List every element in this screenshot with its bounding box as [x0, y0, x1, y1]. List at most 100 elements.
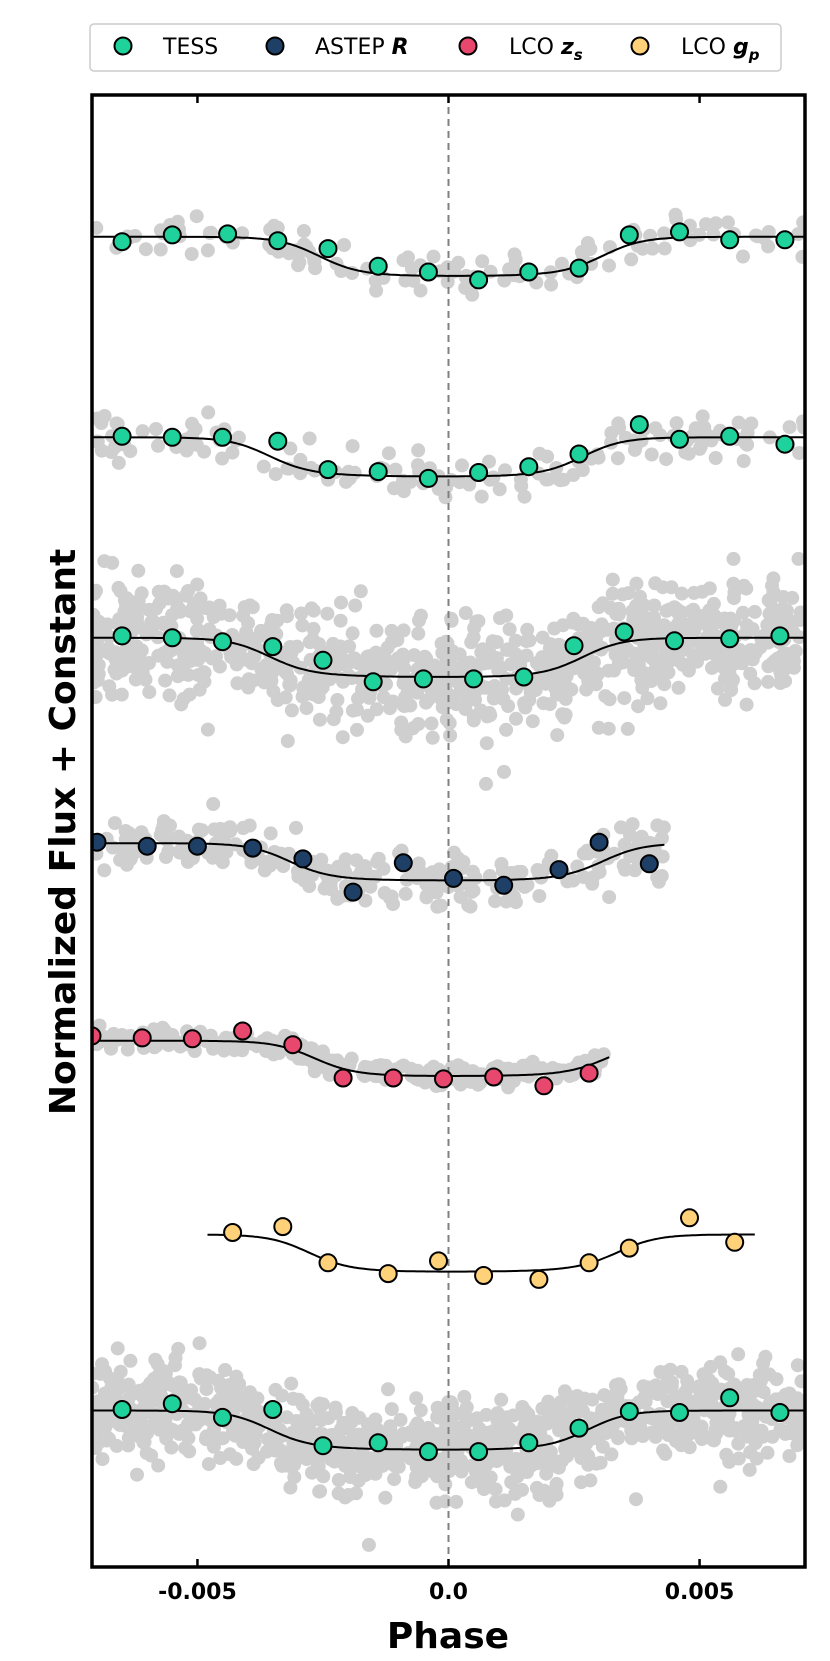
- raw-point: [724, 676, 739, 690]
- raw-point: [101, 641, 116, 656]
- binned-point: [629, 415, 649, 435]
- raw-point: [283, 441, 298, 456]
- raw-point: [241, 1401, 256, 1416]
- raw-point: [506, 1408, 521, 1423]
- raw-point: [387, 1472, 402, 1487]
- raw-point: [560, 1449, 574, 1464]
- raw-point: [268, 467, 283, 482]
- raw-point: [475, 254, 490, 269]
- raw-point: [345, 703, 360, 718]
- legend-label-astep-name: ASTEP: [315, 35, 385, 60]
- binned-point: [182, 1029, 202, 1049]
- raw-point: [330, 693, 345, 707]
- raw-point: [291, 1051, 306, 1066]
- raw-point: [109, 1438, 124, 1453]
- raw-point: [792, 446, 805, 460]
- raw-point: [742, 1462, 757, 1477]
- raw-point: [469, 1465, 484, 1480]
- binned-point: [313, 650, 333, 670]
- raw-point: [302, 431, 317, 446]
- raw-point: [134, 825, 149, 840]
- raw-point: [110, 1341, 125, 1356]
- raw-point: [165, 1378, 180, 1393]
- raw-point: [508, 633, 523, 648]
- raw-point: [92, 607, 101, 622]
- raw-point: [331, 1473, 346, 1487]
- raw-point: [650, 1387, 665, 1402]
- raw-point: [747, 604, 762, 619]
- raw-point: [773, 676, 788, 690]
- raw-point: [449, 1494, 464, 1509]
- binned-point: [273, 1217, 293, 1237]
- raw-point: [702, 429, 717, 444]
- binned-point: [639, 854, 659, 874]
- binned-point: [564, 636, 584, 656]
- raw-point: [216, 1431, 230, 1446]
- raw-point: [256, 459, 271, 474]
- binned-point: [263, 637, 283, 657]
- raw-point: [513, 472, 528, 487]
- raw-point: [662, 1423, 677, 1438]
- raw-point: [262, 660, 277, 675]
- raw-point: [458, 606, 473, 620]
- raw-point: [695, 409, 710, 424]
- raw-point: [517, 489, 532, 504]
- binned-point: [469, 270, 489, 290]
- binned-point: [413, 669, 433, 689]
- legend-label-lco-z: LCO zs: [509, 35, 583, 64]
- raw-point: [228, 837, 243, 852]
- raw-point: [553, 1402, 567, 1417]
- raw-point: [383, 891, 397, 906]
- raw-point: [782, 1449, 797, 1463]
- raw-point: [242, 1385, 257, 1400]
- raw-point: [518, 1404, 533, 1419]
- raw-point: [674, 1364, 689, 1379]
- raw-point: [557, 1384, 572, 1399]
- raw-point: [535, 630, 550, 645]
- raw-point: [498, 463, 512, 478]
- raw-point: [726, 551, 741, 566]
- raw-point: [92, 647, 104, 662]
- raw-point: [532, 889, 547, 903]
- raw-point: [151, 438, 165, 453]
- legend-entry-lco-z: LCO zs: [458, 35, 583, 64]
- raw-point: [525, 714, 540, 729]
- raw-point: [466, 709, 481, 724]
- raw-point: [653, 696, 668, 711]
- binned-point: [770, 626, 790, 646]
- raw-point: [333, 890, 347, 904]
- raw-point: [182, 687, 197, 702]
- binned-point: [474, 1266, 494, 1285]
- raw-point: [686, 648, 701, 663]
- raw-point: [778, 661, 793, 676]
- raw-point: [350, 722, 364, 737]
- raw-point: [113, 852, 128, 867]
- raw-point: [602, 890, 617, 905]
- raw-point: [645, 241, 660, 256]
- raw-point: [362, 658, 376, 673]
- raw-point: [487, 652, 502, 667]
- raw-point: [358, 893, 373, 908]
- raw-point: [308, 685, 323, 700]
- raw-point: [151, 1458, 166, 1473]
- raw-point: [486, 691, 501, 706]
- raw-point: [766, 571, 781, 586]
- binned-point: [469, 1442, 489, 1462]
- raw-point: [706, 227, 721, 242]
- raw-point: [358, 1060, 373, 1075]
- raw-point: [145, 604, 159, 618]
- raw-point: [441, 687, 456, 702]
- raw-point: [509, 711, 523, 726]
- binned-point: [579, 1063, 599, 1083]
- raw-point: [111, 455, 126, 470]
- raw-point: [97, 863, 112, 878]
- raw-point: [546, 1413, 560, 1427]
- raw-point: [338, 865, 353, 879]
- raw-point: [659, 452, 674, 467]
- raw-point: [348, 598, 363, 613]
- raw-point: [790, 1438, 805, 1453]
- raw-point: [196, 665, 211, 680]
- raw-point: [576, 870, 591, 885]
- raw-point: [611, 601, 626, 616]
- raw-point: [102, 629, 117, 644]
